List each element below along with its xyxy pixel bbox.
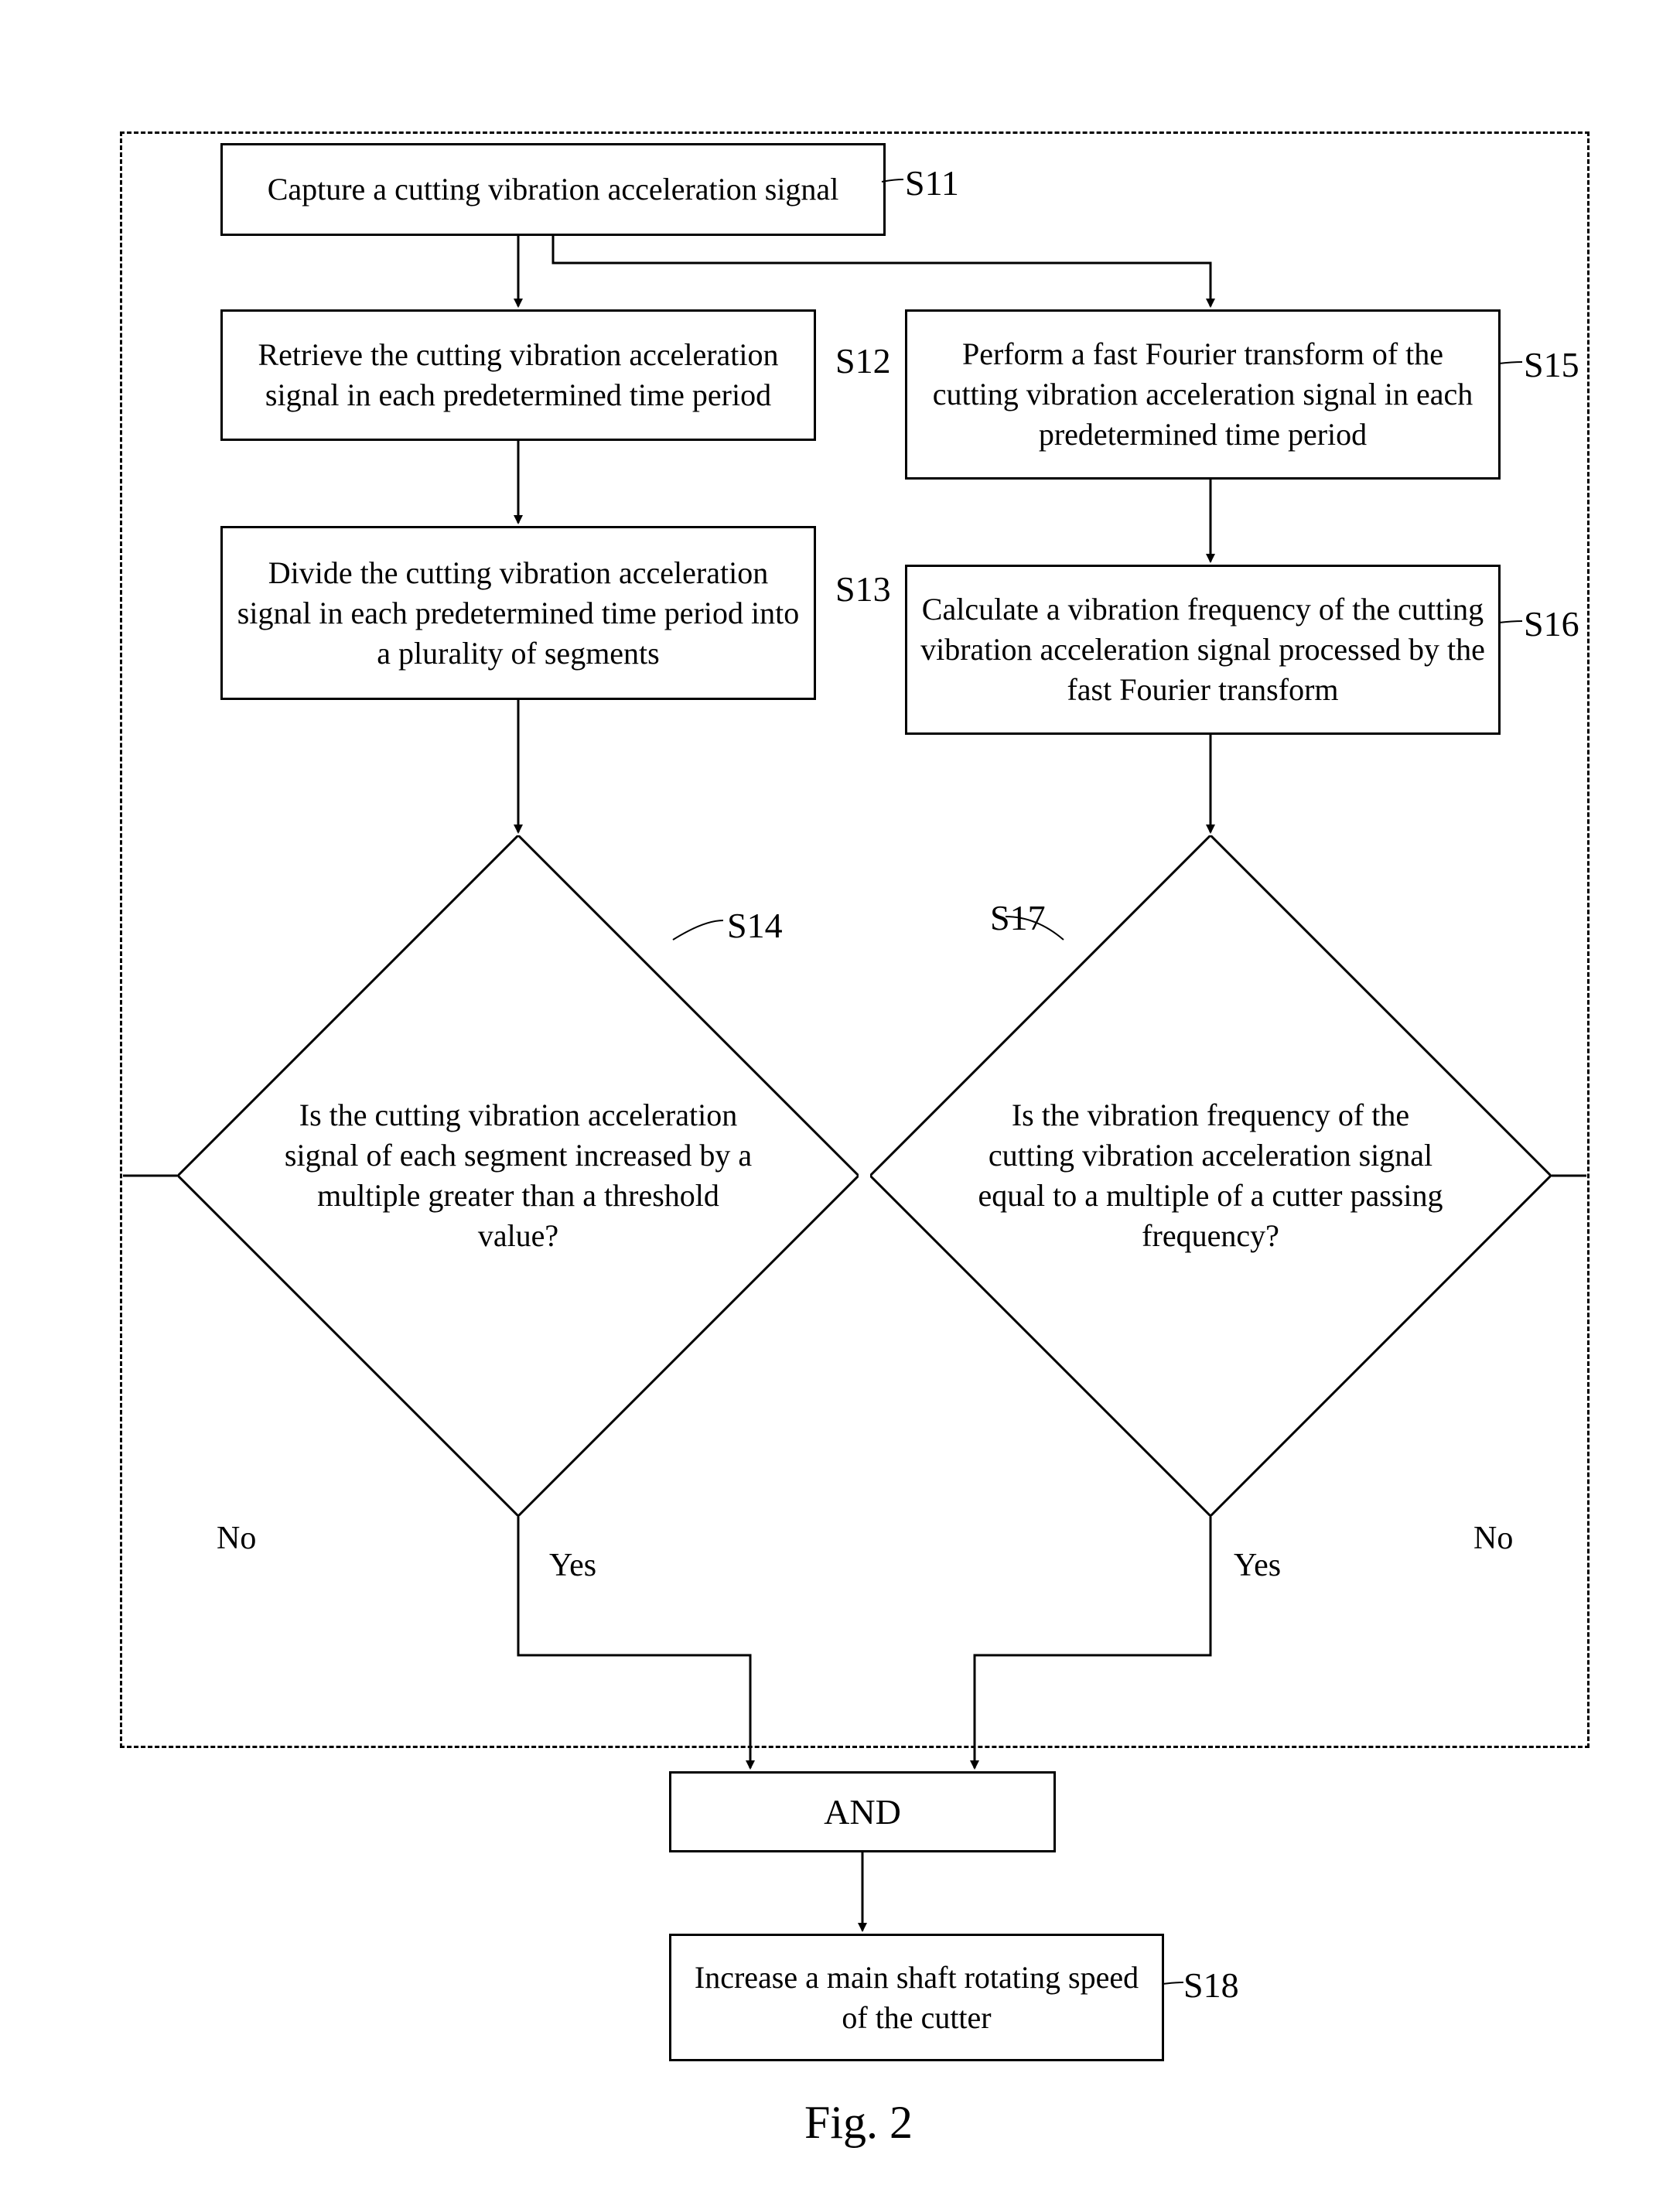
step-s16: Calculate a vibration frequency of the c… xyxy=(905,565,1501,735)
label-s11: S11 xyxy=(905,162,959,203)
step-s12: Retrieve the cutting vibration accelerat… xyxy=(220,309,816,441)
label-s18: S18 xyxy=(1183,1965,1239,2006)
decision-s17-text: Is the vibration frequency of the cuttin… xyxy=(959,1029,1462,1323)
figure-caption: Fig. 2 xyxy=(804,2096,913,2149)
step-s18-text: Increase a main shaft rotating speed of … xyxy=(684,1958,1149,2038)
label-s13: S13 xyxy=(835,568,891,609)
s17-no-label: No xyxy=(1473,1520,1513,1557)
s17-yes-label: Yes xyxy=(1234,1547,1281,1584)
step-s12-text: Retrieve the cutting vibration accelerat… xyxy=(235,335,801,415)
step-s11: Capture a cutting vibration acceleration… xyxy=(220,143,886,236)
s14-yes-label: Yes xyxy=(549,1547,596,1584)
label-s14: S14 xyxy=(727,905,783,946)
gate-and: AND xyxy=(669,1771,1056,1852)
label-s12: S12 xyxy=(835,340,891,381)
s14-no-label: No xyxy=(217,1520,256,1557)
step-s13: Divide the cutting vibration acceleratio… xyxy=(220,526,816,700)
label-s17: S17 xyxy=(990,897,1046,938)
decision-s14-text: Is the cutting vibration acceleration si… xyxy=(271,1036,766,1315)
decision-s14 xyxy=(178,835,179,836)
step-s15-text: Perform a fast Fourier transform of the … xyxy=(920,334,1486,455)
flowchart-canvas: Capture a cutting vibration acceleration… xyxy=(31,31,1649,2161)
decision-s17 xyxy=(870,835,871,836)
label-s15: S15 xyxy=(1524,344,1579,385)
step-s16-text: Calculate a vibration frequency of the c… xyxy=(920,589,1486,710)
step-s13-text: Divide the cutting vibration acceleratio… xyxy=(235,553,801,674)
step-s18: Increase a main shaft rotating speed of … xyxy=(669,1934,1164,2061)
label-s16: S16 xyxy=(1524,603,1579,644)
gate-and-text: AND xyxy=(824,1789,901,1835)
step-s11-text: Capture a cutting vibration acceleration… xyxy=(268,169,839,210)
step-s15: Perform a fast Fourier transform of the … xyxy=(905,309,1501,480)
